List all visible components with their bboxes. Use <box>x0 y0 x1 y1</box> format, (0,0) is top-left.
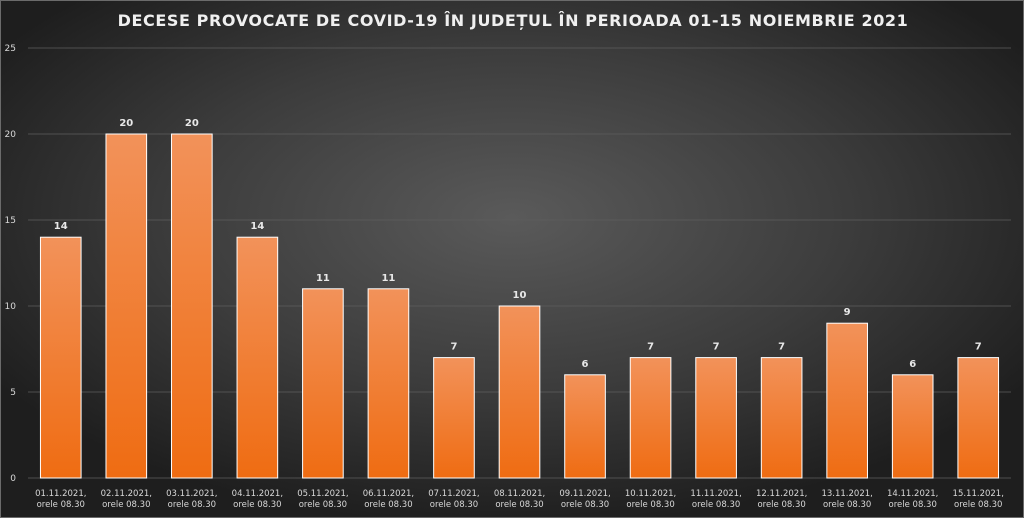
data-label: 7 <box>975 342 982 353</box>
data-label: 20 <box>185 118 199 129</box>
bar <box>105 133 148 479</box>
data-label: 7 <box>450 342 457 353</box>
y-axis-ticks: 0 5 10 15 20 25 <box>5 44 17 484</box>
bar <box>629 357 672 479</box>
data-label: 14 <box>250 221 264 232</box>
x-tick-label: 10.11.2021, orele 08.30 <box>625 489 676 510</box>
data-label: 6 <box>909 359 916 370</box>
x-tick-label: 01.11.2021, orele 08.30 <box>35 489 86 510</box>
data-label: 9 <box>844 307 851 318</box>
bar <box>367 288 410 479</box>
bar <box>498 305 541 479</box>
bar <box>564 374 606 479</box>
data-label: 7 <box>713 342 720 353</box>
x-tick-label: 06.11.2021, orele 08.30 <box>363 489 414 510</box>
x-tick-label: 09.11.2021, orele 08.30 <box>559 489 610 510</box>
data-label: 11 <box>381 273 395 284</box>
data-labels: 14 20 20 14 11 11 7 10 6 7 7 7 9 6 7 <box>54 118 982 370</box>
x-tick-label: 07.11.2021, orele 08.30 <box>428 489 479 510</box>
data-label: 10 <box>513 290 527 301</box>
y-tick-label: 20 <box>5 130 17 140</box>
bar <box>433 357 475 479</box>
x-tick-label: 05.11.2021, orele 08.30 <box>297 489 348 510</box>
y-tick-label: 0 <box>10 474 16 484</box>
bar <box>957 357 1000 479</box>
bar <box>236 236 279 479</box>
y-tick-label: 10 <box>5 302 17 312</box>
y-tick-label: 5 <box>10 388 16 398</box>
x-tick-label: 13.11.2021, orele 08.30 <box>821 489 872 510</box>
bar <box>826 322 868 479</box>
x-tick-label: 12.11.2021, orele 08.30 <box>756 489 807 510</box>
bar <box>760 357 803 479</box>
data-label: 11 <box>316 273 330 284</box>
x-tick-label: 14.11.2021, orele 08.30 <box>887 489 938 510</box>
x-tick-label: 04.11.2021, orele 08.30 <box>232 489 283 510</box>
x-tick-label: 03.11.2021, orele 08.30 <box>166 489 217 510</box>
y-tick-label: 15 <box>5 216 16 226</box>
data-label: 7 <box>778 342 785 353</box>
bar <box>695 357 737 479</box>
data-label: 14 <box>54 221 68 232</box>
data-label: 6 <box>582 359 589 370</box>
bar <box>171 133 213 479</box>
x-tick-label: 02.11.2021, orele 08.30 <box>101 489 152 510</box>
data-label: 20 <box>119 118 133 129</box>
y-tick-label: 25 <box>5 44 16 54</box>
chart-title: DECESE PROVOCATE DE COVID-19 ÎN JUDEȚUL … <box>117 11 909 30</box>
bars <box>39 133 1000 479</box>
x-tick-label: 11.11.2021, orele 08.30 <box>690 489 741 510</box>
bar <box>891 374 934 479</box>
x-axis-ticks: 01.11.2021, orele 08.30 02.11.2021, orele 0… <box>35 489 1004 510</box>
x-tick-label: 15.11.2021, orele 08.30 <box>953 489 1004 510</box>
x-tick-label: 08.11.2021, orele 08.30 <box>494 489 545 510</box>
data-label: 7 <box>647 342 654 353</box>
bar <box>302 288 344 479</box>
bar <box>39 236 82 479</box>
